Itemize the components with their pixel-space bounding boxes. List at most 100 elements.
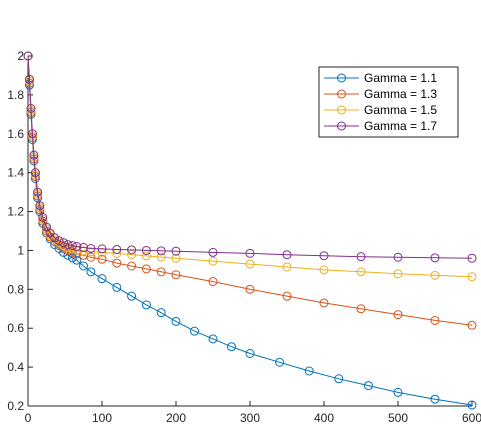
y-tick-label: 1.4 — [7, 166, 24, 180]
data-point — [45, 228, 55, 238]
legend-label: Gamma = 1.7 — [364, 119, 437, 133]
y-tick-label: 1.2 — [7, 205, 24, 219]
data-point — [30, 168, 40, 178]
data-point — [467, 400, 477, 410]
y-tick-label: 0.8 — [7, 282, 24, 296]
data-point — [23, 51, 33, 61]
data-point — [334, 374, 344, 384]
data-point — [430, 253, 440, 263]
y-tick-label: 1 — [17, 243, 24, 257]
data-point — [79, 243, 88, 253]
data-point — [156, 267, 166, 277]
data-point — [393, 252, 403, 262]
data-point — [467, 253, 477, 263]
data-point — [171, 253, 181, 263]
data-point — [24, 74, 34, 84]
legend-label: Gamma = 1.5 — [364, 103, 437, 117]
data-point — [208, 256, 218, 266]
data-point — [59, 238, 69, 248]
legend-label: Gamma = 1.1 — [364, 71, 437, 85]
data-point — [72, 255, 82, 265]
axes: 0 100 200 300 400 500 600 0.2 0.4 0.6 0.8 1 1.2 1.4 1.… — [7, 49, 481, 425]
y-tick-label: 0.2 — [7, 399, 24, 413]
x-tick-label: 0 — [25, 411, 32, 425]
legend-swatch-marker — [337, 121, 346, 131]
data-point — [393, 310, 403, 320]
data-point — [171, 270, 181, 280]
data-point — [86, 267, 96, 277]
data-point — [282, 262, 292, 272]
data-point — [86, 244, 96, 253]
data-point — [356, 252, 366, 262]
data-point — [171, 246, 181, 256]
data-point — [27, 129, 37, 139]
data-point — [59, 241, 69, 251]
data-point — [127, 261, 137, 271]
data-point — [127, 245, 137, 255]
data-point — [86, 252, 96, 262]
data-point — [171, 316, 181, 326]
data-point — [208, 277, 218, 287]
data-point — [112, 244, 122, 254]
data-point — [50, 233, 60, 243]
data-point — [319, 251, 329, 261]
legend-swatch-marker — [337, 105, 346, 115]
y-tick-label: 2 — [17, 49, 24, 63]
data-point — [245, 259, 255, 269]
data-point — [245, 284, 255, 294]
data-point — [38, 212, 48, 222]
data-point — [282, 250, 292, 260]
data-point — [156, 246, 166, 256]
y-tick-label: 0.6 — [7, 321, 24, 335]
data-point — [304, 366, 314, 376]
data-point — [430, 315, 440, 325]
data-point — [97, 247, 107, 257]
data-point — [319, 265, 329, 275]
data-point — [156, 252, 166, 262]
y-tick-label: 1.8 — [7, 88, 24, 102]
data-point — [97, 254, 107, 264]
data-point — [141, 264, 151, 274]
series-line — [27, 55, 473, 259]
data-point — [363, 381, 373, 391]
data-point — [467, 320, 477, 330]
data-point — [63, 245, 73, 255]
data-point — [208, 334, 218, 344]
data-point — [467, 272, 477, 282]
legend-swatch-marker — [337, 73, 346, 83]
data-point — [245, 248, 255, 258]
data-point — [127, 291, 137, 301]
data-point — [63, 240, 73, 250]
data-point — [227, 342, 236, 352]
legend-label: Gamma = 1.3 — [364, 87, 437, 101]
data-point — [393, 269, 403, 279]
legend: Gamma = 1.1 Gamma = 1.3 Gamma = 1.5 Gamma =… — [318, 66, 459, 138]
data-point — [156, 308, 166, 318]
data-point — [356, 267, 366, 277]
data-point — [86, 247, 96, 257]
data-point — [97, 274, 107, 284]
data-point — [35, 201, 45, 211]
data-point — [356, 304, 366, 314]
data-point — [26, 104, 36, 113]
data-point — [141, 245, 151, 255]
x-tick-label: 200 — [166, 411, 186, 425]
data-point — [282, 291, 292, 301]
data-point — [208, 247, 218, 257]
data-point — [141, 300, 151, 310]
x-tick-label: 300 — [240, 411, 260, 425]
data-point — [190, 326, 199, 336]
data-point — [33, 187, 43, 197]
data-point — [319, 298, 329, 308]
legend-box — [318, 66, 459, 138]
data-point — [393, 387, 403, 397]
data-point — [245, 349, 255, 358]
data-point — [275, 357, 285, 367]
data-point — [430, 394, 440, 404]
data-point — [127, 250, 137, 260]
y-tick-label: 1.6 — [7, 127, 24, 141]
data-point — [97, 244, 107, 254]
data-point — [29, 150, 39, 160]
x-tick-label: 500 — [388, 411, 408, 425]
